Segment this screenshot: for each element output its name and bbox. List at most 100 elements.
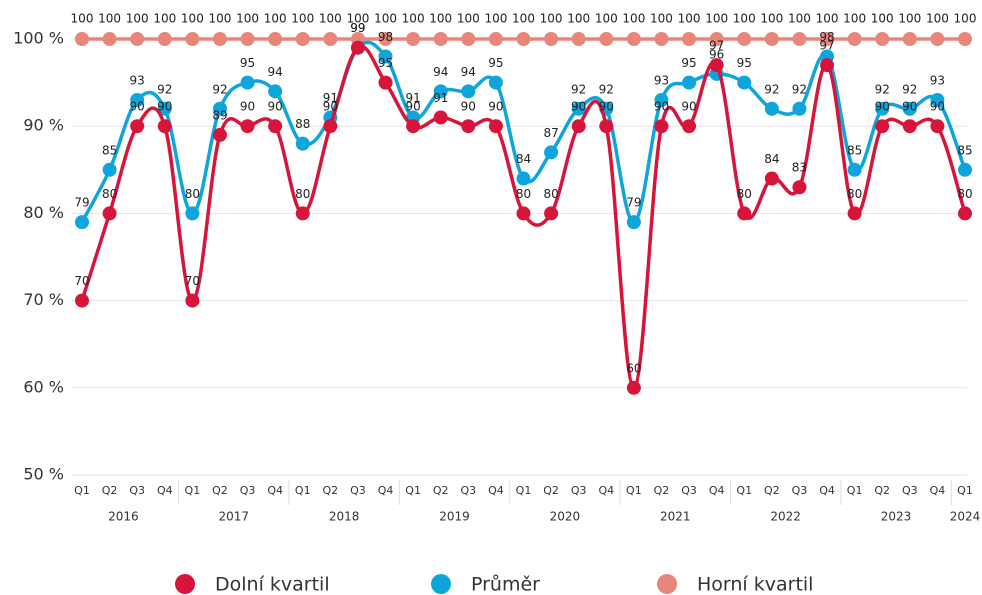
x-group-label: 2023 bbox=[881, 510, 912, 524]
data-label: 93 bbox=[130, 74, 145, 88]
legend-label: Dolní kvartil bbox=[215, 574, 330, 595]
data-label: 100 bbox=[319, 12, 342, 26]
data-point bbox=[902, 119, 917, 134]
data-label: 93 bbox=[930, 74, 945, 88]
x-tick-label: Q4 bbox=[157, 484, 173, 497]
x-tick-label: Q4 bbox=[488, 484, 504, 497]
data-point bbox=[847, 206, 862, 221]
x-tick-label: Q1 bbox=[405, 484, 421, 497]
x-tick-label: Q4 bbox=[378, 484, 394, 497]
data-label: 90 bbox=[681, 100, 696, 114]
data-label: 90 bbox=[157, 100, 172, 114]
y-tick-label: 70 % bbox=[23, 290, 64, 309]
data-label: 100 bbox=[126, 12, 149, 26]
data-point bbox=[847, 32, 862, 46]
data-label: 90 bbox=[461, 100, 476, 114]
data-label: 96 bbox=[709, 47, 724, 61]
x-tick-label: Q4 bbox=[819, 484, 835, 497]
data-label: 88 bbox=[295, 117, 310, 131]
data-label: 90 bbox=[930, 100, 945, 114]
data-point bbox=[212, 127, 227, 142]
x-group-label: 2016 bbox=[108, 510, 139, 524]
data-label: 94 bbox=[433, 65, 448, 79]
data-point bbox=[958, 206, 972, 221]
data-point bbox=[599, 32, 614, 46]
y-tick-label: 60 % bbox=[23, 377, 64, 396]
data-point bbox=[378, 32, 393, 46]
data-point bbox=[737, 206, 752, 221]
data-label: 100 bbox=[484, 12, 507, 26]
data-point bbox=[902, 101, 917, 116]
data-label: 92 bbox=[571, 82, 586, 96]
data-point bbox=[930, 119, 945, 134]
data-label: 89 bbox=[212, 108, 227, 122]
data-label: 92 bbox=[599, 82, 614, 96]
data-label: 100 bbox=[733, 12, 756, 26]
legend-label: Průměr bbox=[471, 574, 540, 595]
data-label: 90 bbox=[875, 100, 890, 114]
data-label: 100 bbox=[926, 12, 949, 26]
data-label: 100 bbox=[236, 12, 259, 26]
data-label: 90 bbox=[240, 100, 255, 114]
x-group-label: 2021 bbox=[660, 510, 691, 524]
data-point bbox=[157, 101, 172, 116]
data-point bbox=[544, 32, 559, 46]
data-label: 90 bbox=[599, 100, 614, 114]
data-label: 100 bbox=[622, 12, 645, 26]
x-tick-label: Q4 bbox=[267, 484, 283, 497]
data-point bbox=[682, 75, 697, 90]
data-point bbox=[185, 293, 200, 308]
x-tick-label: Q3 bbox=[681, 484, 697, 497]
data-label: 98 bbox=[378, 30, 393, 44]
x-tick-label: Q2 bbox=[323, 484, 339, 497]
data-label: 100 bbox=[843, 12, 866, 26]
data-label: 90 bbox=[571, 100, 586, 114]
data-point bbox=[102, 162, 117, 177]
x-tick-label: Q4 bbox=[709, 484, 725, 497]
data-point bbox=[654, 32, 669, 46]
data-label: 91 bbox=[323, 91, 338, 105]
data-label: 94 bbox=[268, 65, 283, 79]
data-label: 92 bbox=[212, 82, 227, 96]
data-label: 100 bbox=[540, 12, 563, 26]
data-label: 100 bbox=[954, 12, 977, 26]
data-point bbox=[930, 32, 945, 46]
data-point bbox=[378, 75, 393, 90]
data-label: 80 bbox=[847, 187, 862, 201]
data-label: 100 bbox=[429, 12, 452, 26]
data-label: 80 bbox=[543, 187, 558, 201]
data-label: 92 bbox=[792, 82, 807, 96]
data-point bbox=[130, 119, 145, 134]
data-point bbox=[847, 162, 862, 177]
data-label: 100 bbox=[595, 12, 618, 26]
legend-marker bbox=[175, 574, 195, 594]
data-label: 100 bbox=[209, 12, 232, 26]
data-point bbox=[737, 32, 752, 46]
data-label: 95 bbox=[737, 56, 752, 70]
data-point bbox=[323, 119, 338, 134]
data-point bbox=[102, 206, 117, 221]
data-label: 100 bbox=[512, 12, 535, 26]
data-point bbox=[75, 32, 89, 46]
data-point bbox=[185, 206, 200, 221]
data-label: 100 bbox=[650, 12, 673, 26]
data-label: 90 bbox=[902, 100, 917, 114]
data-label: 80 bbox=[957, 187, 972, 201]
y-tick-label: 50 % bbox=[23, 465, 64, 484]
data-label: 80 bbox=[185, 187, 200, 201]
legend-marker bbox=[657, 574, 677, 594]
data-label: 80 bbox=[737, 187, 752, 201]
data-point bbox=[516, 206, 531, 221]
x-group-label: 2020 bbox=[550, 510, 581, 524]
data-point bbox=[516, 171, 531, 186]
data-point bbox=[544, 206, 559, 221]
data-point bbox=[323, 32, 338, 46]
data-label: 80 bbox=[516, 187, 531, 201]
data-label: 87 bbox=[543, 126, 558, 140]
data-point bbox=[654, 119, 669, 134]
data-point bbox=[268, 119, 283, 134]
x-tick-label: Q2 bbox=[874, 484, 890, 497]
data-point bbox=[157, 119, 172, 134]
data-point bbox=[737, 75, 752, 90]
